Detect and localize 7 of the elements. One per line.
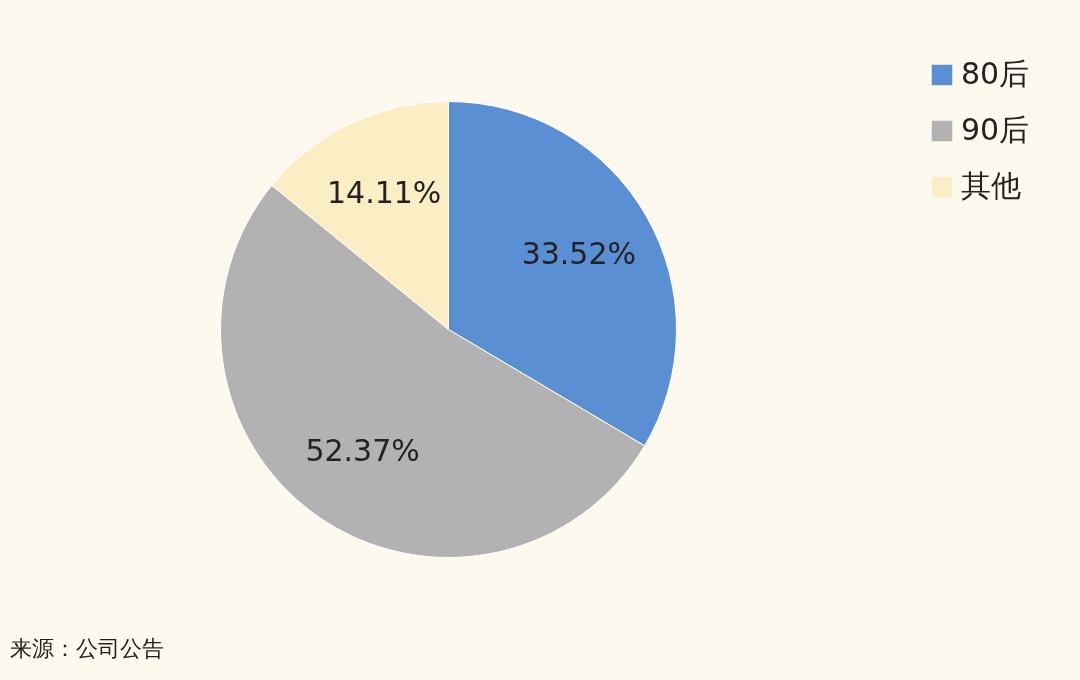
data-label: 14.11% bbox=[326, 175, 442, 210]
legend-label: 80后 bbox=[961, 56, 1030, 91]
legend-label: 其他 bbox=[961, 168, 1021, 203]
data-label: 52.37% bbox=[305, 433, 420, 469]
source-note: 来源：公司公告 bbox=[10, 636, 164, 661]
legend-label: 90后 bbox=[961, 112, 1030, 147]
data-label: 33.52% bbox=[521, 236, 637, 272]
